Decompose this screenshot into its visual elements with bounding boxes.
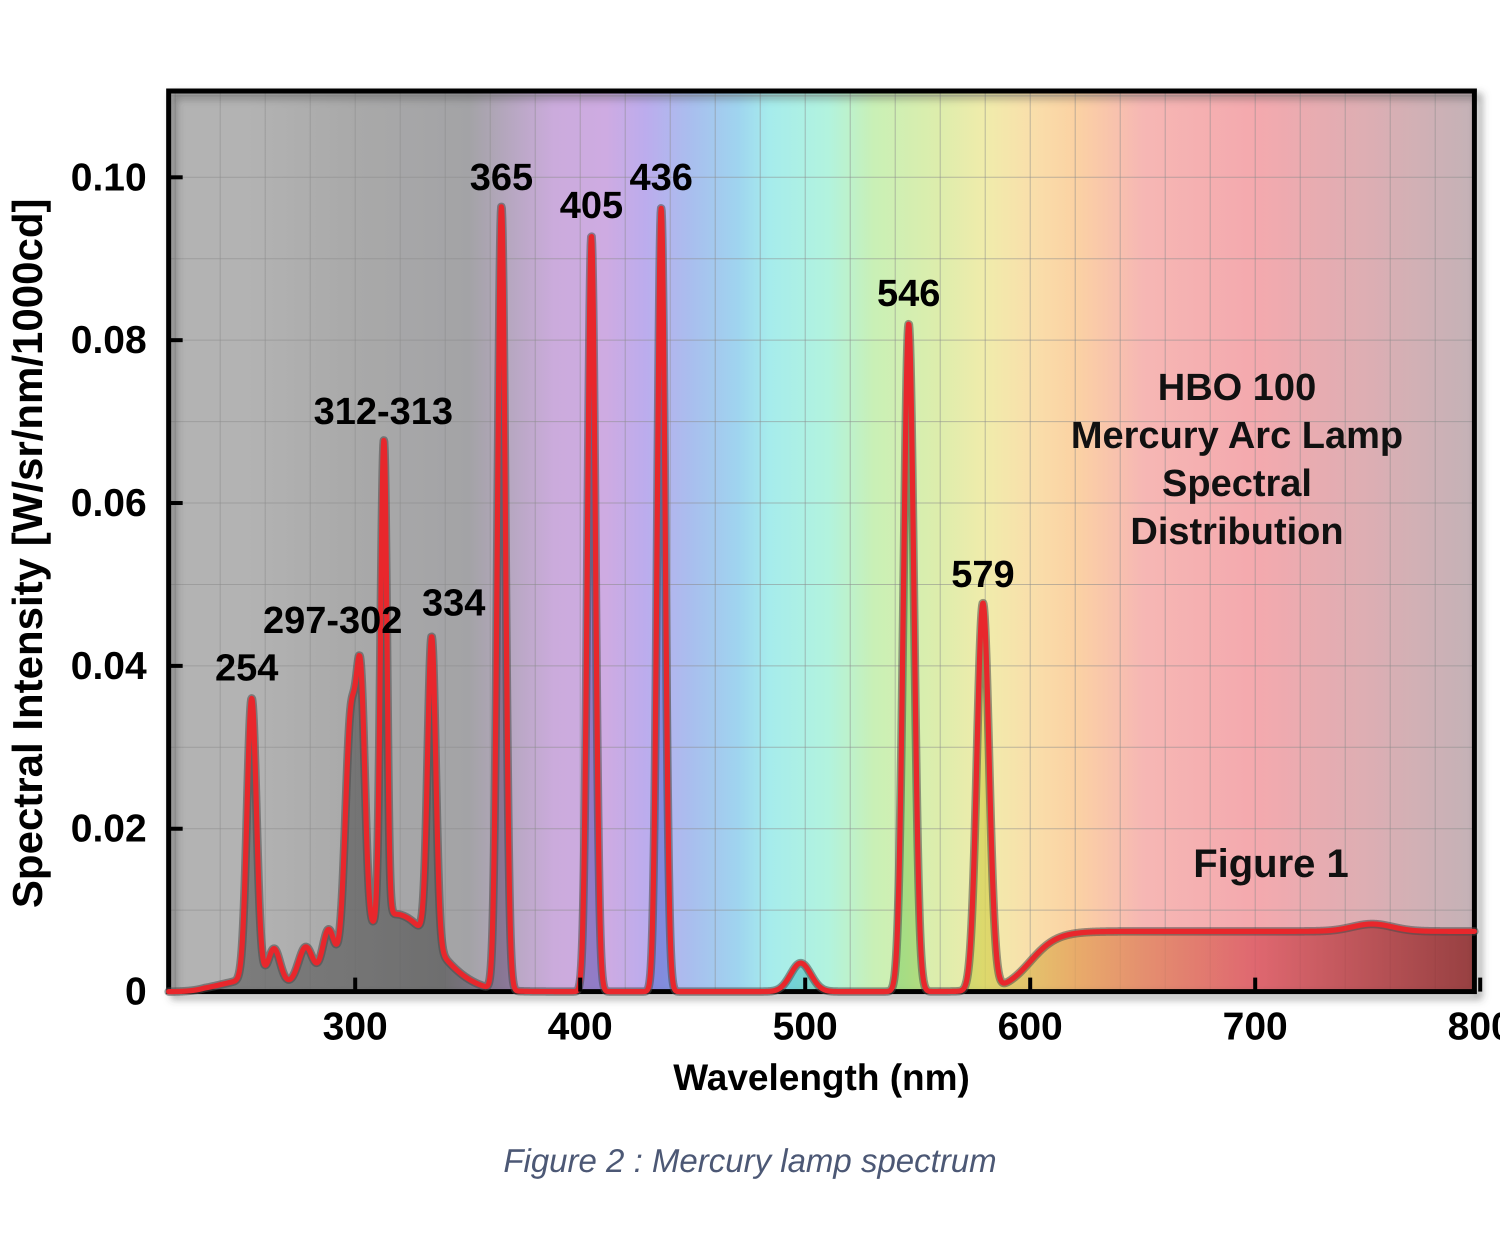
svg-text:254: 254 xyxy=(215,647,278,689)
svg-text:400: 400 xyxy=(548,1006,613,1049)
svg-text:HBO 100: HBO 100 xyxy=(1158,367,1316,409)
svg-text:Figure 1: Figure 1 xyxy=(1193,842,1349,886)
svg-text:Spectral: Spectral xyxy=(1162,463,1312,505)
svg-text:500: 500 xyxy=(773,1006,838,1049)
svg-text:365: 365 xyxy=(470,157,533,199)
svg-text:Distribution: Distribution xyxy=(1130,511,1343,553)
svg-text:334: 334 xyxy=(422,582,485,624)
svg-text:300: 300 xyxy=(323,1006,388,1049)
svg-text:312-313: 312-313 xyxy=(314,391,453,433)
svg-text:0.06: 0.06 xyxy=(71,482,147,525)
svg-text:436: 436 xyxy=(629,157,692,199)
svg-text:Wavelength (nm): Wavelength (nm) xyxy=(673,1057,970,1098)
svg-text:579: 579 xyxy=(951,554,1014,596)
svg-text:Spectral Intensity [W/sr/nm/10: Spectral Intensity [W/sr/nm/1000cd] xyxy=(4,199,51,909)
svg-text:Mercury Arc Lamp: Mercury Arc Lamp xyxy=(1071,415,1403,457)
svg-text:700: 700 xyxy=(1223,1006,1288,1049)
svg-text:0.10: 0.10 xyxy=(71,156,147,199)
svg-text:546: 546 xyxy=(877,273,940,315)
svg-text:600: 600 xyxy=(998,1006,1063,1049)
svg-text:405: 405 xyxy=(560,185,623,227)
svg-text:0: 0 xyxy=(125,971,147,1014)
svg-text:800: 800 xyxy=(1448,1006,1500,1049)
svg-text:297-302: 297-302 xyxy=(263,600,402,642)
svg-text:0.04: 0.04 xyxy=(71,645,147,688)
svg-text:0.02: 0.02 xyxy=(71,808,147,851)
svg-text:0.08: 0.08 xyxy=(71,319,147,362)
